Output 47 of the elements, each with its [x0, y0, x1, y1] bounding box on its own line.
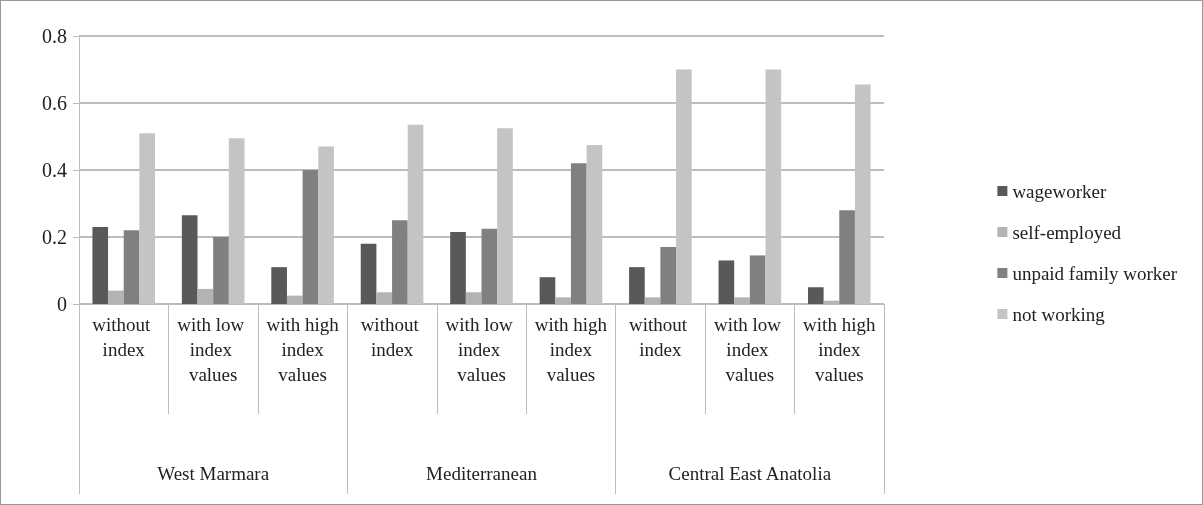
bar [839, 210, 855, 304]
bar [302, 170, 319, 304]
bar [644, 297, 661, 304]
legend-label: self-employed [1012, 221, 1122, 243]
bar [465, 292, 482, 304]
bar [376, 292, 393, 304]
bar [629, 267, 645, 304]
bar [807, 287, 824, 304]
bar [286, 295, 303, 304]
text: Mediterranean [426, 463, 538, 484]
bar [749, 255, 766, 304]
text: Central East Anatolia [668, 463, 832, 484]
y-tick-label: 0.2 [42, 226, 67, 248]
x-tick-label: without index [628, 314, 692, 360]
bar [481, 228, 498, 304]
bar [392, 220, 408, 304]
bar [539, 277, 556, 304]
x-tick-label: with high index values [534, 314, 608, 385]
bar [92, 226, 109, 304]
bar [197, 288, 214, 304]
y-tick-label: 0.8 [42, 25, 67, 47]
bar [271, 267, 287, 304]
y-tick-label: 0 [57, 293, 67, 315]
bar [181, 215, 198, 304]
x-tick-label: with low index values [713, 314, 786, 385]
x-tick-label: without index [360, 314, 424, 360]
x-tick-label: with high index values [266, 314, 340, 385]
legend-label: wageworker [1012, 180, 1107, 202]
bar [555, 297, 571, 304]
bar [213, 237, 229, 304]
text: West Marmara [157, 463, 270, 484]
x-tick-label: with low index values [177, 314, 250, 385]
x-tick-label: with high index values [803, 314, 876, 385]
legend-label: unpaid family worker [1012, 262, 1178, 284]
bar [734, 297, 750, 304]
bar [108, 290, 124, 304]
bar [660, 247, 677, 304]
bar [570, 163, 587, 304]
x-tick-label: with low index values [445, 314, 518, 385]
x-tick-label: without index [92, 314, 156, 360]
legend-label: not working [1012, 303, 1106, 325]
bar [123, 230, 140, 304]
bar [360, 243, 377, 304]
bar [718, 260, 735, 304]
y-tick-label: 0.4 [42, 159, 67, 181]
bar [450, 231, 466, 304]
y-tick-label: 0.6 [42, 92, 67, 114]
